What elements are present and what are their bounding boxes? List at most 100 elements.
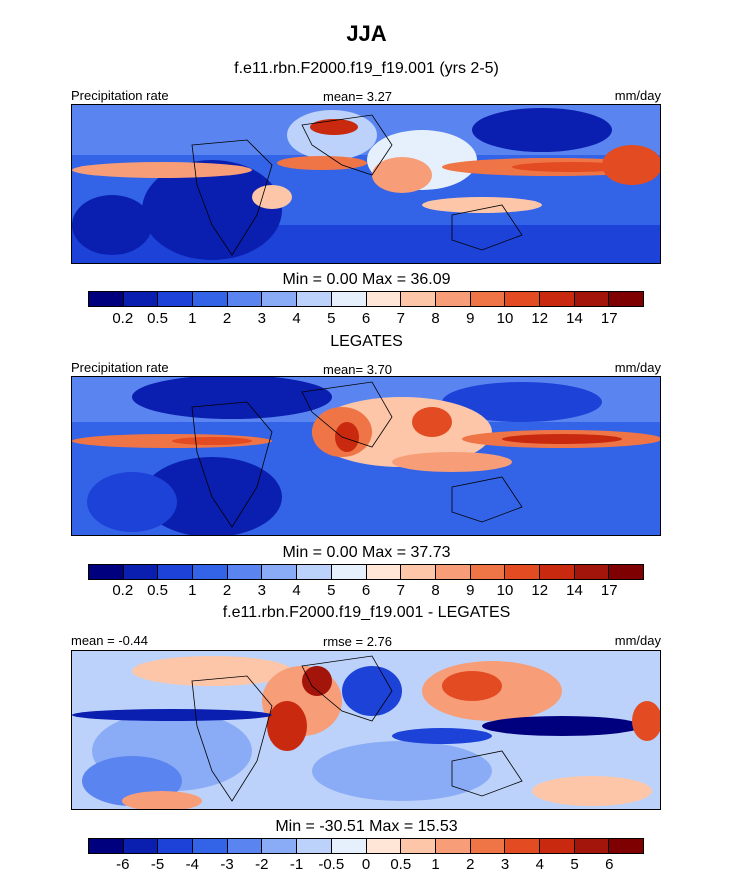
colorbar-tick-label: 1 xyxy=(431,856,440,873)
colorbar-swatch xyxy=(158,292,194,306)
panel-3-colorbar-ticks: -6 -5 -4 -3 -2 -1 -0.5 0 0.5 1 2 3 4 5 6 xyxy=(88,856,644,874)
panel-2-units-label: mm/day xyxy=(614,360,661,375)
colorbar-swatch xyxy=(435,839,471,853)
colorbar-tick-label: 6 xyxy=(361,582,371,599)
panel-1-mean-label: mean= 3.27 xyxy=(323,89,393,104)
colorbar-tick-label: 3 xyxy=(257,310,266,327)
panel-2-minmax: Min = 0.00 Max = 37.73 xyxy=(282,544,451,561)
colorbar-swatch xyxy=(89,292,124,306)
colorbar-tick-label: 1 xyxy=(188,582,197,599)
colorbar-swatch xyxy=(505,839,540,853)
colorbar-tick-label: 0.2 xyxy=(112,310,134,327)
colorbar-swatch xyxy=(609,292,643,306)
panel-3-minmax: Min = -30.51 Max = 15.53 xyxy=(275,818,458,835)
colorbar-swatch xyxy=(331,565,367,579)
panel-3-map xyxy=(71,650,661,810)
colorbar-tick-label: 5 xyxy=(570,856,579,873)
colorbar-swatch xyxy=(193,565,228,579)
colorbar-tick-label: 9 xyxy=(466,310,475,327)
colorbar-swatch xyxy=(297,292,332,306)
colorbar-tick-label: 3 xyxy=(500,856,510,873)
colorbar-tick-label: 10 xyxy=(496,582,514,599)
panel-2-colorbar-ticks: 0.2 0.5 1 2 3 4 5 6 7 8 9 10 12 14 17 xyxy=(88,582,644,600)
colorbar-tick-label: 8 xyxy=(431,582,440,599)
colorbar-swatch xyxy=(193,292,228,306)
colorbar-tick-label: 5 xyxy=(327,310,336,327)
figure-title: JJA xyxy=(346,21,387,46)
colorbar-swatch xyxy=(366,292,402,306)
colorbar-tick-label: -6 xyxy=(116,856,130,873)
colorbar-swatch xyxy=(401,839,436,853)
colorbar-tick-label: 7 xyxy=(396,582,405,599)
colorbar-swatch xyxy=(89,839,124,853)
panel-3-subtitle: f.e11.rbn.F2000.f19_f19.001 - LEGATES xyxy=(222,604,511,621)
colorbar-swatch xyxy=(574,839,610,853)
colorbar-tick-label: 4 xyxy=(535,856,544,873)
colorbar-tick-label: 2 xyxy=(222,582,232,599)
colorbar-swatch xyxy=(262,565,298,579)
colorbar-tick-label: 0.5 xyxy=(147,310,168,327)
colorbar-tick-label: 0.2 xyxy=(112,582,134,599)
colorbar-tick-label: 12 xyxy=(531,310,549,327)
colorbar-swatch xyxy=(89,565,124,579)
colorbar-swatch xyxy=(331,292,367,306)
colorbar-tick-label: 1 xyxy=(188,310,197,327)
colorbar-tick-label: 0.5 xyxy=(147,582,168,599)
colorbar-swatch xyxy=(574,292,610,306)
colorbar-swatch xyxy=(123,565,159,579)
colorbar-swatch xyxy=(470,839,506,853)
panel-1-left-label: Precipitation rate xyxy=(71,88,169,103)
colorbar-swatch xyxy=(470,565,506,579)
colorbar-swatch xyxy=(505,292,540,306)
colorbar-tick-label: 5 xyxy=(327,582,336,599)
colorbar-swatch xyxy=(262,839,298,853)
colorbar-swatch xyxy=(262,292,298,306)
colorbar-swatch xyxy=(123,839,159,853)
colorbar-tick-label: 9 xyxy=(466,582,475,599)
colorbar-tick-label: -4 xyxy=(185,856,199,873)
panel-2-map xyxy=(71,376,661,536)
colorbar-tick-label: 17 xyxy=(600,310,618,327)
colorbar-swatch xyxy=(227,292,263,306)
colorbar-tick-label: 4 xyxy=(292,582,301,599)
colorbar-swatch xyxy=(123,292,159,306)
colorbar-tick-label: 3 xyxy=(257,582,266,599)
panel-3-mean-label: mean = -0.44 xyxy=(71,633,148,648)
colorbar-tick-label: -3 xyxy=(220,856,234,873)
colorbar-swatch xyxy=(227,565,263,579)
colorbar-swatch xyxy=(193,839,228,853)
panel-2-subtitle: LEGATES xyxy=(330,333,403,350)
colorbar-tick-label: 6 xyxy=(605,856,614,873)
colorbar-swatch xyxy=(158,565,194,579)
colorbar-tick-label: 2 xyxy=(222,310,232,327)
panel-3-colorbar xyxy=(88,838,644,854)
panel-1-units-label: mm/day xyxy=(614,88,661,103)
colorbar-swatch xyxy=(435,292,471,306)
colorbar-swatch xyxy=(609,839,643,853)
colorbar-tick-label: 8 xyxy=(431,310,440,327)
colorbar-tick-label: -5 xyxy=(150,856,165,873)
colorbar-tick-label: 4 xyxy=(292,310,301,327)
colorbar-swatch xyxy=(297,565,332,579)
colorbar-swatch xyxy=(401,292,436,306)
colorbar-tick-label: 7 xyxy=(396,310,405,327)
colorbar-swatch xyxy=(505,565,540,579)
colorbar-swatch xyxy=(539,292,575,306)
colorbar-tick-label: 12 xyxy=(531,582,549,599)
colorbar-swatch xyxy=(227,839,263,853)
colorbar-tick-label: 14 xyxy=(566,310,583,327)
colorbar-tick-label: 17 xyxy=(600,582,618,599)
colorbar-tick-label: 6 xyxy=(361,310,371,327)
colorbar-swatch xyxy=(539,565,575,579)
panel-1-colorbar-ticks: 0.2 0.5 1 2 3 4 5 6 7 8 9 10 12 14 17 xyxy=(88,310,644,328)
panel-2-left-label: Precipitation rate xyxy=(71,360,169,375)
colorbar-swatch xyxy=(401,565,436,579)
panel-1-map xyxy=(71,104,661,264)
panel-3-units-label: mm/day xyxy=(614,633,661,648)
colorbar-swatch xyxy=(158,839,194,853)
colorbar-swatch xyxy=(297,839,332,853)
panel-1-subtitle: f.e11.rbn.F2000.f19_f19.001 (yrs 2-5) xyxy=(234,60,499,77)
colorbar-tick-label: 14 xyxy=(566,582,583,599)
colorbar-swatch xyxy=(470,292,506,306)
colorbar-swatch xyxy=(574,565,610,579)
